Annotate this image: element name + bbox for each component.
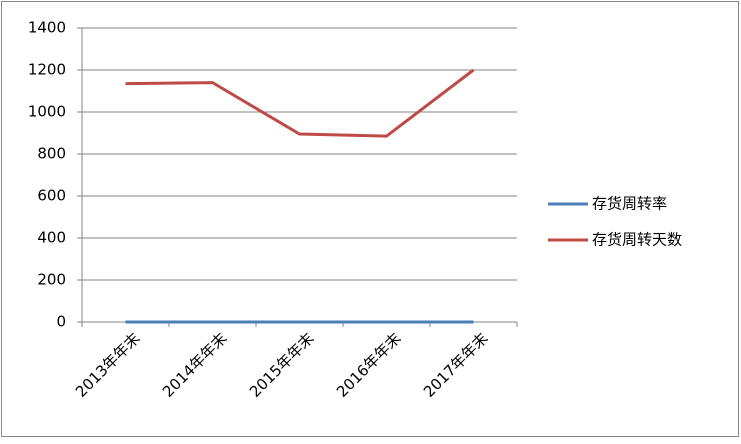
y-tick-label: 1400: [28, 19, 66, 37]
legend-label: 存货周转率: [592, 195, 667, 213]
y-tick-label: 400: [37, 229, 66, 247]
legend-label: 存货周转天数: [592, 231, 682, 249]
y-tick-label: 0: [56, 313, 66, 331]
chart-border: [1, 1, 739, 437]
y-tick-label: 1000: [28, 103, 66, 121]
y-tick-label: 200: [37, 271, 66, 289]
y-tick-label: 800: [37, 145, 66, 163]
y-tick-label: 1200: [28, 61, 66, 79]
series-line: [125, 68, 475, 138]
y-tick-label: 600: [37, 187, 66, 205]
